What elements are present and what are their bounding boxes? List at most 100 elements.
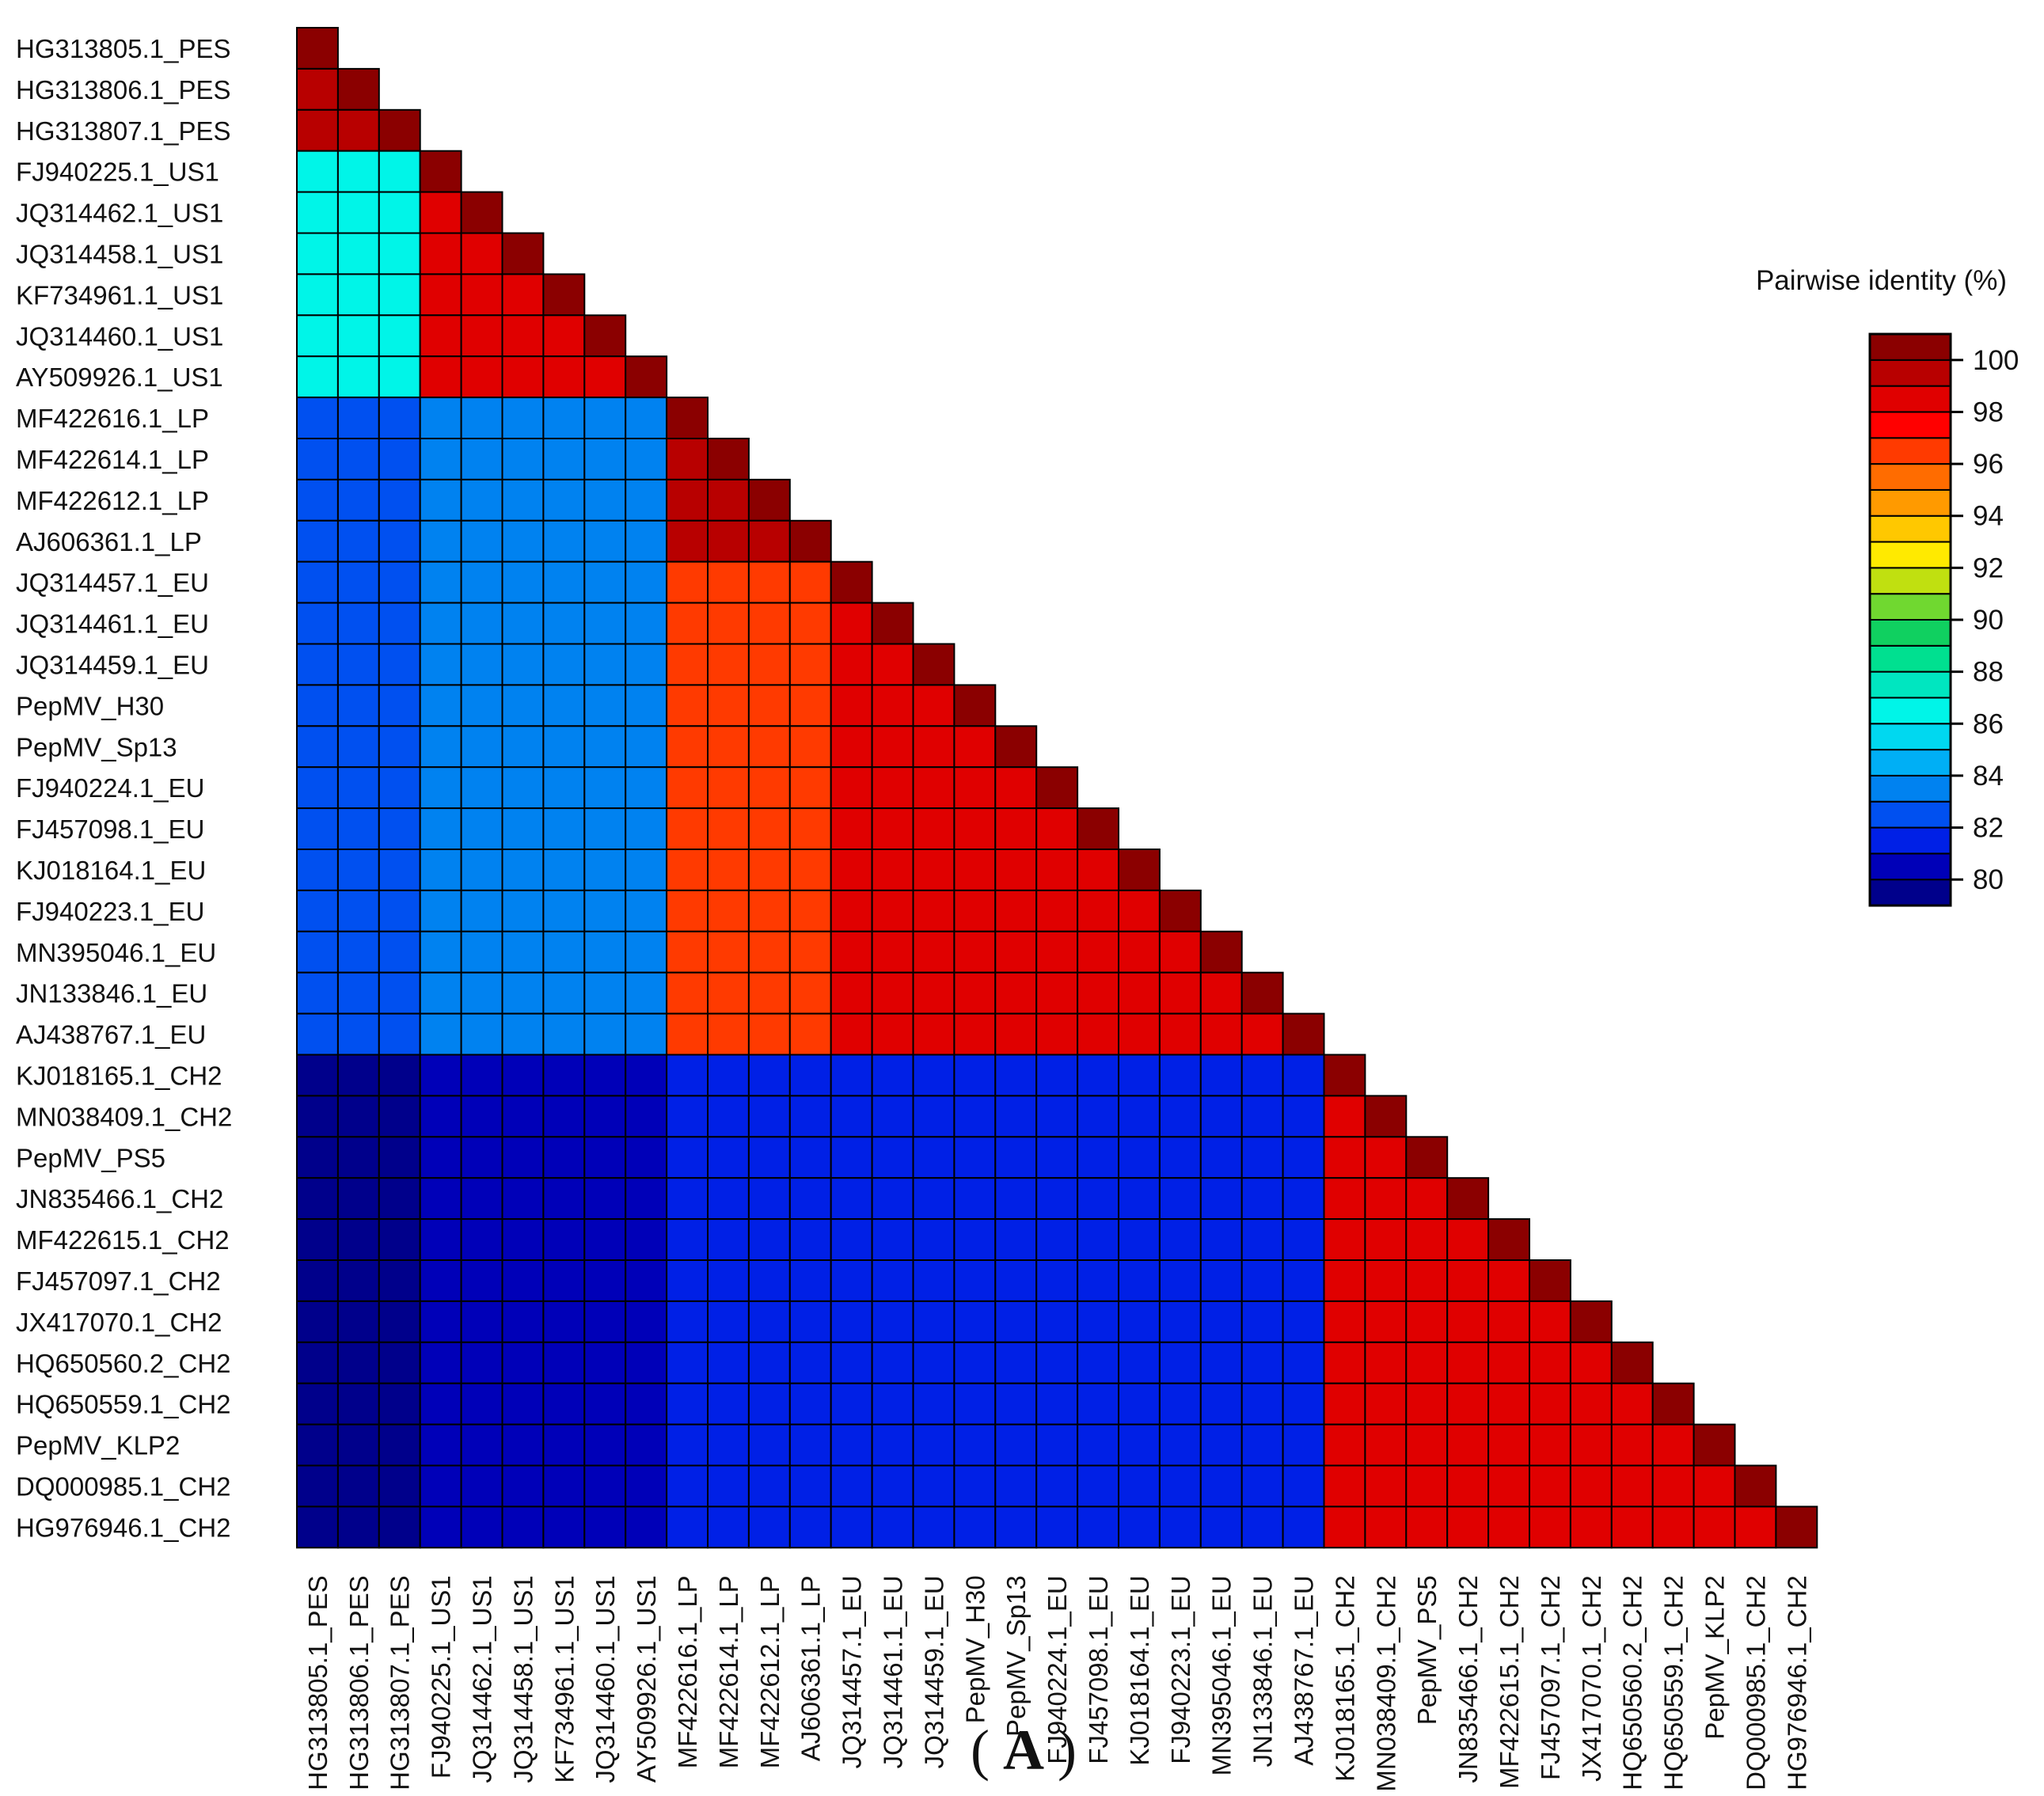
- heatmap-cell-29-22: [1199, 1218, 1243, 1261]
- heatmap-cell-29-17: [994, 1218, 1038, 1261]
- column-label: AJ438767.1_EU: [1290, 1575, 1319, 1765]
- heatmap-cell-36-11: [747, 1506, 791, 1549]
- heatmap-cell-19-12: [788, 807, 832, 850]
- heatmap-cell-27-17: [994, 1136, 1038, 1179]
- heatmap-cell-18-14: [871, 766, 914, 810]
- row-label: JN835466.1_CH2: [16, 1184, 223, 1213]
- heatmap-cell-14-6: [542, 602, 586, 645]
- heatmap-cell-31-19: [1077, 1300, 1119, 1343]
- heatmap-cell-14-1: [336, 602, 380, 645]
- heatmap-cell-23-4: [460, 971, 503, 1015]
- heatmap-cell-33-22: [1199, 1382, 1243, 1426]
- heatmap-cell-6-6: [542, 273, 586, 317]
- heatmap-cell-33-7: [583, 1382, 627, 1426]
- heatmap-cell-10-0: [296, 438, 339, 480]
- heatmap-cell-24-10: [707, 1012, 750, 1056]
- heatmap-cell-31-4: [460, 1300, 503, 1343]
- heatmap-cell-28-19: [1077, 1177, 1119, 1221]
- row-label: HG313805.1_PES: [16, 34, 231, 63]
- heatmap-cell-10-4: [460, 438, 503, 480]
- heatmap-cell-33-12: [788, 1382, 832, 1426]
- heatmap-cell-24-4: [460, 1012, 503, 1056]
- heatmap-cell-31-29: [1487, 1300, 1530, 1343]
- heatmap-cell-11-9: [666, 478, 709, 522]
- heatmap-cell-34-4: [460, 1423, 503, 1467]
- heatmap-cell-13-2: [378, 560, 421, 604]
- heatmap-cell-30-16: [953, 1259, 997, 1302]
- heatmap-cell-34-23: [1240, 1423, 1284, 1467]
- heatmap-cell-26-6: [542, 1095, 586, 1138]
- heatmap-cell-30-3: [419, 1259, 462, 1302]
- heatmap-cell-7-5: [501, 314, 545, 358]
- heatmap-cell-28-25: [1323, 1177, 1366, 1221]
- heatmap-cell-36-23: [1240, 1506, 1284, 1549]
- heatmap-cell-24-23: [1240, 1012, 1284, 1056]
- heatmap-cell-27-10: [707, 1136, 750, 1179]
- heatmap-cell-22-1: [336, 930, 380, 974]
- heatmap-cell-26-12: [788, 1095, 832, 1138]
- row-label: FJ457098.1_EU: [16, 814, 205, 844]
- heatmap-cell-19-5: [501, 807, 545, 850]
- heatmap-cell-15-5: [501, 643, 545, 686]
- heatmap-cell-36-18: [1035, 1506, 1079, 1549]
- heatmap-cell-23-10: [707, 971, 750, 1015]
- legend-bin-8: [1869, 670, 1951, 699]
- heatmap-cell-36-19: [1077, 1506, 1119, 1549]
- heatmap-cell-30-6: [542, 1259, 586, 1302]
- heatmap-cell-24-3: [419, 1012, 462, 1056]
- heatmap-cell-36-10: [707, 1506, 750, 1549]
- heatmap-cell-36-28: [1446, 1506, 1490, 1549]
- heatmap-cell-35-15: [912, 1464, 956, 1508]
- heatmap-cell-10-8: [625, 438, 668, 480]
- heatmap-cell-34-13: [830, 1423, 873, 1467]
- heatmap-cell-19-18: [1035, 807, 1079, 850]
- heatmap-cell-29-25: [1323, 1218, 1366, 1261]
- heatmap-cell-34-15: [912, 1423, 956, 1467]
- heatmap-cell-17-15: [912, 725, 956, 769]
- heatmap-cell-9-5: [501, 397, 545, 440]
- panel-close-paren: ): [1058, 1718, 1077, 1782]
- heatmap-cell-15-2: [378, 643, 421, 686]
- heatmap-cell-6-0: [296, 273, 339, 317]
- heatmap-cell-18-8: [625, 766, 668, 810]
- heatmap-cell-4-2: [378, 191, 421, 234]
- heatmap-cell-30-27: [1405, 1259, 1449, 1302]
- legend-bin-6: [1869, 723, 1951, 751]
- heatmap-cell-33-24: [1282, 1382, 1325, 1426]
- heatmap-cell-24-0: [296, 1012, 339, 1056]
- heatmap-cell-5-1: [336, 232, 380, 275]
- heatmap-cell-32-26: [1364, 1341, 1408, 1384]
- heatmap-cell-21-4: [460, 889, 503, 932]
- heatmap-cell-6-3: [419, 273, 462, 317]
- heatmap-cell-4-1: [336, 191, 380, 234]
- heatmap-cell-28-17: [994, 1177, 1038, 1221]
- row-label: MF422612.1_LP: [16, 486, 209, 515]
- heatmap-cell-29-29: [1487, 1218, 1530, 1261]
- heatmap-cell-34-24: [1282, 1423, 1325, 1467]
- heatmap-cell-36-30: [1529, 1506, 1571, 1549]
- heatmap-cell-30-4: [460, 1259, 503, 1302]
- row-label: PepMV_PS5: [16, 1143, 165, 1172]
- heatmap-cell-33-19: [1077, 1382, 1119, 1426]
- heatmap-cell-35-6: [542, 1464, 586, 1508]
- heatmap-cell-21-11: [747, 889, 791, 932]
- heatmap-cell-24-15: [912, 1012, 956, 1056]
- legend-bin-21: [1869, 333, 1951, 361]
- column-label: PepMV_KLP2: [1700, 1575, 1730, 1739]
- heatmap-cell-25-0: [296, 1054, 339, 1097]
- heatmap-cell-22-18: [1035, 930, 1079, 974]
- heatmap-cell-23-2: [378, 971, 421, 1015]
- heatmap-cell-24-21: [1158, 1012, 1202, 1056]
- heatmap-cell-28-14: [871, 1177, 914, 1221]
- legend-bin-7: [1869, 697, 1951, 725]
- heatmap-cell-28-22: [1199, 1177, 1243, 1221]
- heatmap-cell-32-18: [1035, 1341, 1079, 1384]
- heatmap-cell-7-0: [296, 314, 339, 358]
- heatmap-cell-24-16: [953, 1012, 997, 1056]
- heatmap-cell-26-1: [336, 1095, 380, 1138]
- heatmap-cell-32-22: [1199, 1341, 1243, 1384]
- heatmap-cell-14-11: [747, 602, 791, 645]
- heatmap-cell-28-9: [666, 1177, 709, 1221]
- heatmap-cell-6-2: [378, 273, 421, 317]
- heatmap-cell-33-26: [1364, 1382, 1408, 1426]
